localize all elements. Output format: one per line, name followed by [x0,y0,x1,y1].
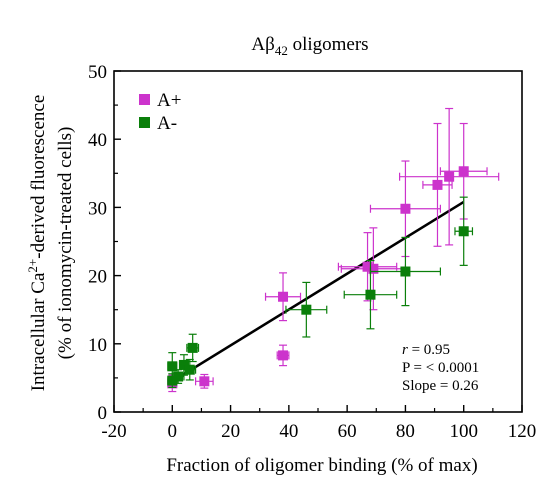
a-minus-point-7 [365,289,376,300]
y-tick-label-4: 40 [88,130,107,151]
y-axis-label-line2: (% of ionomycin-treated cells) [55,127,76,360]
p-value-text: P = < 0.0001 [402,360,479,376]
x-tick-label-2: 20 [221,421,240,442]
legend-marker-a-minus [139,117,150,128]
x-tick-label-7: 120 [508,421,537,442]
x-tick-label-6: 100 [449,421,478,442]
chart-title-rest: oligomers [288,34,369,55]
r-value-text: r = 0.95 [402,342,450,358]
a-plus-point-2 [278,350,289,361]
a-plus-point-4 [362,261,373,272]
legend-label-a-plus: A+ [157,90,181,111]
a-minus-point-6 [301,304,312,315]
chart-title-sub: 42 [275,43,288,58]
y-tick-label-5: 50 [88,62,107,83]
y-tick-label-3: 30 [88,198,107,219]
a-minus-point-4 [184,364,195,375]
y-tick-label-1: 10 [88,335,107,356]
a-minus-point-0 [167,375,178,386]
a-plus-point-6 [400,203,411,214]
a-minus-point-2 [178,359,189,370]
a-plus-point-9 [458,166,469,177]
y-tick-label-0: 0 [98,403,108,424]
y-axis-label-line1: Intracellular Ca2+-derived fluorescence [25,95,49,392]
regression-line [171,200,465,383]
chart-title-main: Aβ [251,34,274,55]
x-tick-label-4: 60 [338,421,357,442]
a-minus-point-1 [167,361,178,372]
legend-label-a-minus: A- [157,113,177,134]
a-minus-point-8 [400,266,411,277]
a-minus-point-5 [187,342,198,353]
a-plus-point-3 [278,291,289,302]
x-tick-label-5: 80 [396,421,415,442]
chart-title: Aβ42 oligomers [251,34,368,58]
x-axis-label: Fraction of oligomer binding (% of max) [166,455,477,476]
a-minus-point-3 [173,371,184,382]
a-minus-point-9 [458,226,469,237]
y-tick-label-2: 20 [88,267,107,288]
a-plus-point-8 [444,171,455,182]
x-tick-label-0: -20 [101,421,126,442]
legend-marker-a-plus [139,94,150,105]
a-plus-point-7 [432,179,443,190]
slope-text: Slope = 0.26 [402,378,479,394]
x-tick-label-1: 0 [168,421,178,442]
a-plus-point-5 [368,263,379,274]
a-plus-point-1 [199,376,210,387]
stats-annotation: r = 0.95 P = < 0.0001 Slope = 0.26 [402,342,479,394]
x-tick-label-3: 40 [279,421,298,442]
